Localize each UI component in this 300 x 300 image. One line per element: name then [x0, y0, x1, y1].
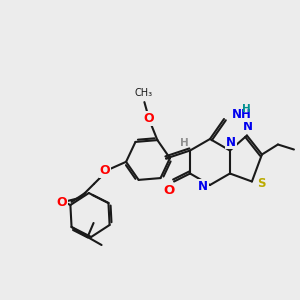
Text: O: O [143, 112, 154, 124]
Text: H: H [180, 137, 188, 148]
Text: O: O [57, 196, 68, 209]
Text: O: O [164, 184, 175, 197]
Text: N: N [243, 121, 253, 134]
Text: H: H [242, 104, 251, 114]
Text: N: N [226, 136, 236, 148]
Text: N: N [198, 179, 208, 193]
Text: CH₃: CH₃ [134, 88, 152, 98]
Text: NH: NH [232, 109, 252, 122]
Text: S: S [257, 177, 266, 190]
Text: O: O [100, 164, 110, 177]
